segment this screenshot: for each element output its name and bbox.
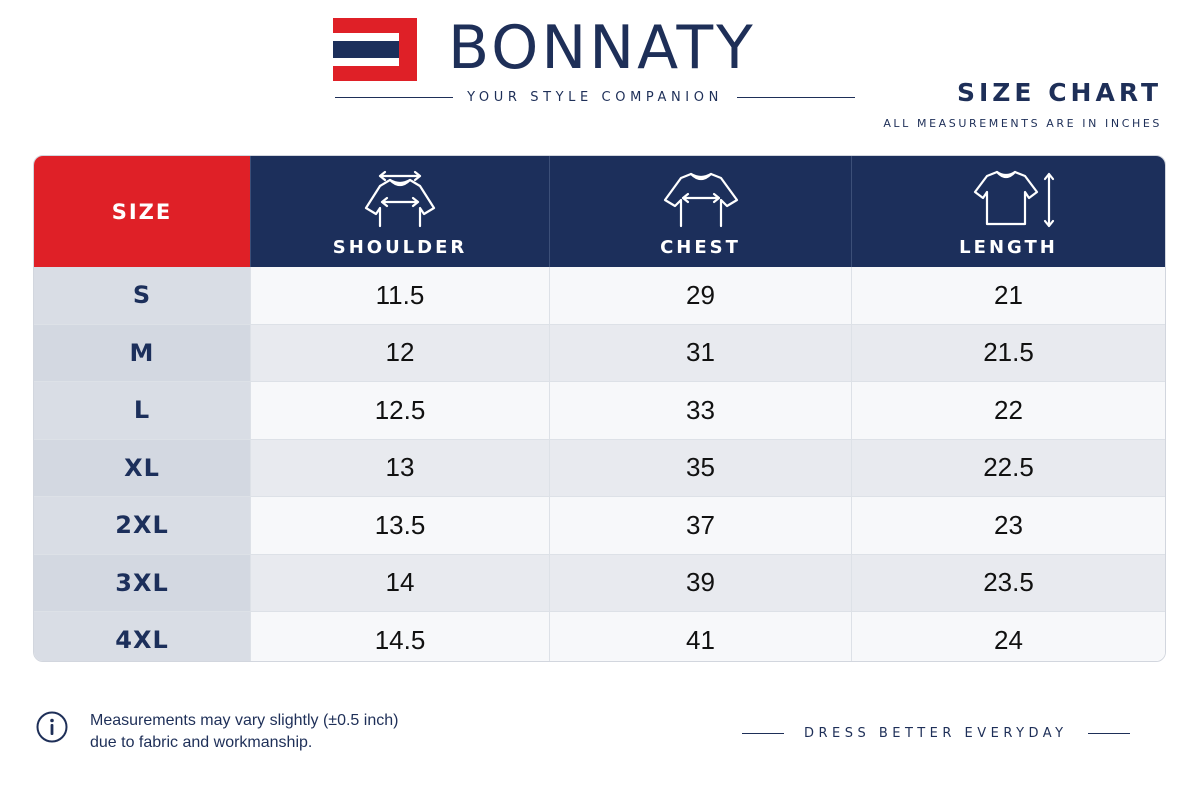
shoulder-cell: 14.5 (250, 612, 549, 661)
table-row: 3XL 14 39 23.5 (34, 553, 1165, 611)
size-cell: 4XL (34, 612, 250, 661)
divider (736, 96, 855, 98)
divider (742, 732, 784, 734)
table-row: L 12.5 33 22 (34, 381, 1165, 439)
shoulder-cell: 12 (250, 324, 549, 381)
size-cell: XL (34, 439, 250, 496)
table-row: 4XL 14.5 41 24 (34, 611, 1165, 661)
length-cell: 21 (851, 267, 1165, 324)
column-header-size: SIZE (34, 156, 250, 267)
info-icon (36, 711, 68, 743)
length-cell: 22 (851, 382, 1165, 439)
column-header-label: SIZE (111, 199, 173, 224)
length-cell: 24 (851, 612, 1165, 661)
column-header-chest: CHEST (549, 156, 851, 267)
length-cell: 21.5 (851, 324, 1165, 381)
divider (1087, 732, 1130, 734)
brand-tagline: YOUR STYLE COMPANION (467, 89, 723, 105)
table-header: SIZE SHOULDER CHEST (34, 156, 1165, 267)
chest-cell: 39 (549, 554, 851, 611)
divider (335, 96, 454, 98)
chest-cell: 29 (549, 267, 851, 324)
shoulder-cell: 13.5 (250, 497, 549, 554)
shoulder-cell: 14 (250, 554, 549, 611)
column-header-shoulder: SHOULDER (250, 156, 549, 267)
brand-name: BONNATY (448, 13, 756, 83)
length-cell: 23 (851, 497, 1165, 554)
column-header-length: LENGTH (851, 156, 1165, 267)
disclaimer-line: Measurements may vary slightly (±0.5 inc… (90, 712, 399, 729)
size-cell: S (34, 267, 250, 324)
size-cell: 3XL (34, 554, 250, 611)
length-cell: 22.5 (851, 439, 1165, 496)
shirt-shoulder-icon (364, 170, 436, 228)
size-cell: 2XL (34, 497, 250, 554)
column-header-label: LENGTH (959, 237, 1058, 258)
column-header-label: CHEST (660, 237, 741, 258)
size-cell: M (34, 324, 250, 381)
shoulder-cell: 11.5 (250, 267, 549, 324)
length-cell: 23.5 (851, 554, 1165, 611)
disclaimer-text: Measurements may vary slightly (±0.5 inc… (90, 710, 490, 754)
column-header-label: SHOULDER (332, 237, 468, 258)
brand-logo-icon (333, 18, 417, 81)
chest-cell: 35 (549, 439, 851, 496)
shoulder-cell: 12.5 (250, 382, 549, 439)
chest-cell: 33 (549, 382, 851, 439)
size-table: SIZE SHOULDER CHEST (33, 155, 1166, 662)
shoulder-cell: 13 (250, 439, 549, 496)
brand-slogan: DRESS BETTER EVERYDAY (804, 725, 1068, 741)
table-row: XL 13 35 22.5 (34, 438, 1165, 496)
table-row: 2XL 13.5 37 23 (34, 496, 1165, 554)
table-row: M 12 31 21.5 (34, 323, 1165, 381)
chest-cell: 31 (549, 324, 851, 381)
units-note: ALL MEASUREMENTS ARE IN INCHES (883, 117, 1162, 130)
shirt-chest-icon (663, 172, 738, 228)
table-body: S 11.5 29 21 M 12 31 21.5 L 12.5 33 22 X… (34, 267, 1165, 661)
page-title: SIZE CHART (956, 78, 1162, 107)
chest-cell: 37 (549, 497, 851, 554)
slogan-row: DRESS BETTER EVERYDAY (742, 722, 1163, 744)
size-cell: L (34, 382, 250, 439)
table-row: S 11.5 29 21 (34, 267, 1165, 324)
disclaimer-line: due to fabric and workmanship. (90, 734, 313, 751)
chest-cell: 41 (549, 612, 851, 661)
tagline-row: YOUR STYLE COMPANION (335, 86, 855, 108)
shirt-length-icon (973, 170, 1054, 228)
